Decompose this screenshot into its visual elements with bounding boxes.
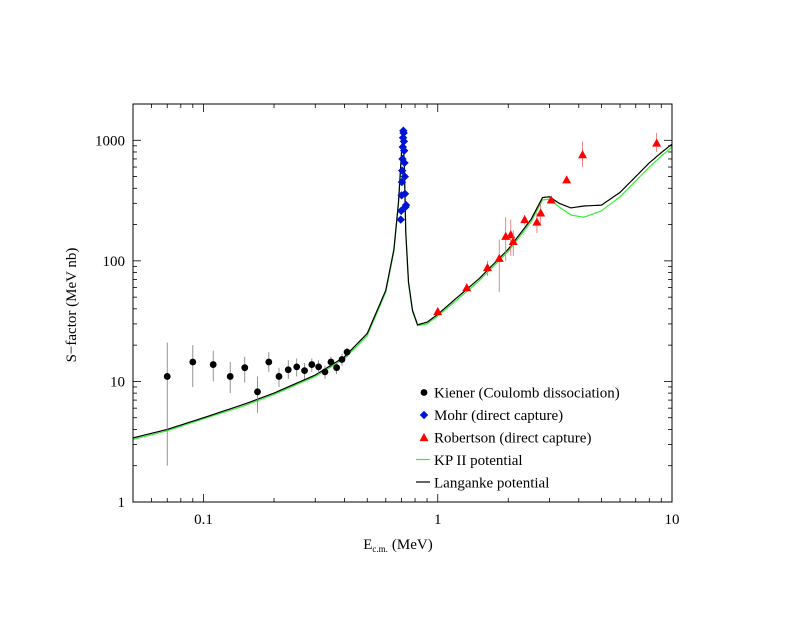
data-point (433, 307, 443, 316)
x-axis-label-main: E (363, 537, 372, 553)
axes-layer: 0.1 1 10 1 10 100 1000 (95, 103, 680, 528)
data-point (315, 363, 323, 371)
data-point (327, 358, 335, 366)
data-point (338, 356, 346, 363)
data-point (400, 158, 409, 168)
data-point (652, 138, 662, 147)
data-point (265, 358, 273, 366)
data-point (520, 215, 530, 224)
data-point (546, 195, 556, 204)
data-point (189, 358, 197, 366)
data-point (399, 146, 409, 155)
y-tick-label: 1 (118, 495, 126, 511)
data-point (401, 200, 411, 210)
data-point (284, 366, 292, 374)
data-point (241, 364, 249, 372)
data-point (532, 217, 542, 226)
legend-marker (419, 433, 429, 442)
data-point (578, 150, 588, 159)
data-point (400, 172, 409, 181)
plot-frame (132, 103, 673, 503)
data-point (343, 348, 351, 356)
data-point (399, 137, 409, 146)
data-point (293, 363, 301, 371)
data-point (562, 175, 572, 184)
legend-label: Robertson (direct capture) (434, 431, 591, 447)
x-tick-label: 0.1 (194, 512, 213, 528)
y-tick-label: 100 (103, 254, 126, 270)
data-point (462, 283, 472, 292)
x-tick-label: 10 (665, 512, 680, 528)
data-point (482, 263, 492, 272)
legend-label: KP II potential (434, 453, 523, 469)
data-point (275, 373, 283, 380)
data-point (308, 361, 316, 368)
data-point (321, 368, 329, 376)
x-tick-label: 1 (434, 512, 442, 528)
data-point (397, 166, 407, 175)
points-layer (163, 126, 662, 466)
data-point (163, 373, 171, 380)
curves-layer (133, 128, 672, 441)
data-point (506, 230, 516, 239)
legend-marker (419, 410, 429, 420)
data-point (226, 373, 234, 380)
series-line-1 (133, 128, 672, 439)
legend-label: Kiener (Coulomb dissociation) (434, 386, 620, 402)
data-point (254, 388, 261, 396)
x-axis-label-unit: (MeV) (392, 537, 433, 553)
data-point (209, 361, 217, 368)
legend-marker (420, 389, 428, 396)
legend-label: Mohr (direct capture) (434, 408, 563, 424)
y-tick-label: 1000 (95, 133, 125, 149)
data-point (396, 215, 405, 224)
y-axis-label: S−factor (MeV nb) (64, 248, 80, 363)
data-point (400, 189, 410, 198)
legend-label: Langanke potential (434, 476, 549, 492)
y-tick-label: 10 (110, 374, 125, 390)
data-point (399, 128, 408, 138)
series-line-0 (133, 130, 672, 441)
data-point (508, 236, 518, 246)
data-point (494, 253, 504, 262)
x-axis-label: Ec.m. (MeV) (363, 537, 433, 554)
legend: Kiener (Coulomb dissociation) Mohr (direc… (416, 386, 620, 492)
data-point (333, 364, 341, 372)
data-point (536, 208, 546, 217)
x-axis-label-sub: c.m. (372, 544, 388, 554)
data-point (301, 367, 308, 374)
